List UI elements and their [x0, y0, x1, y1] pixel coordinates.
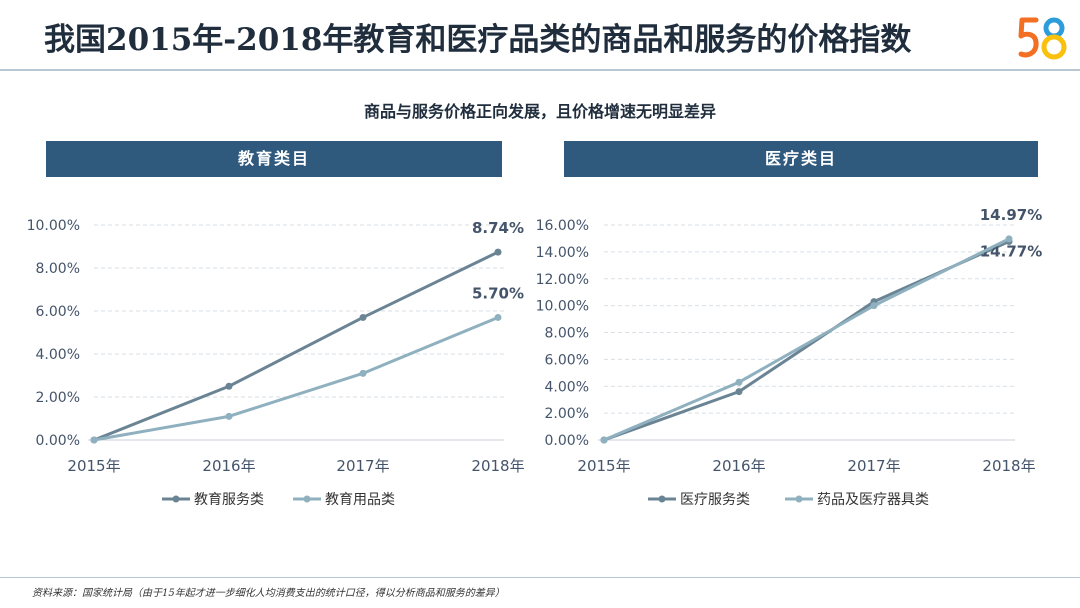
data-point — [359, 313, 367, 321]
legend-label: 药品及医疗器具类 — [817, 492, 929, 508]
series-line — [93, 316, 499, 442]
legend-marker — [303, 495, 311, 503]
y-tick-label: 4.00% — [36, 347, 80, 363]
y-tick-label: 8.00% — [36, 261, 80, 277]
legend-marker — [795, 495, 803, 503]
x-tick-label: 2017年 — [336, 457, 389, 475]
data-label: 5.70% — [472, 284, 524, 302]
data-point — [494, 248, 502, 256]
data-point — [600, 436, 608, 444]
y-tick-label: 0.00% — [36, 433, 80, 449]
data-point — [735, 378, 743, 386]
chart-subtitle: 商品与服务价格正向发展，且价格增速无明显差异 — [363, 102, 716, 121]
y-tick-label: 14.00% — [536, 245, 589, 261]
y-tick-label: 2.00% — [545, 406, 589, 422]
series-line — [603, 240, 1010, 442]
y-tick-label: 4.00% — [545, 379, 589, 395]
x-tick-label: 2018年 — [471, 457, 524, 475]
legend-label: 教育服务类 — [194, 492, 264, 508]
data-point — [359, 369, 367, 377]
y-tick-label: 6.00% — [36, 304, 80, 320]
legend-marker — [172, 495, 180, 503]
x-tick-label: 2015年 — [577, 457, 630, 475]
y-tick-label: 6.00% — [545, 352, 589, 368]
y-tick-label: 0.00% — [545, 433, 589, 449]
data-label: 8.74% — [472, 219, 524, 237]
data-point — [90, 436, 98, 444]
data-point — [494, 313, 502, 321]
brand-logo — [1018, 17, 1067, 60]
legend-label: 教育用品类 — [325, 492, 395, 508]
x-tick-label: 2016年 — [202, 457, 255, 475]
x-tick-label: 2017年 — [847, 457, 900, 475]
medical-line-chart: 0.00% 2.00% 4.00% 6.00% 8.00% 10.00% 12.00% 14.… — [536, 206, 1043, 508]
data-point — [870, 302, 878, 310]
legend-label: 医疗服务类 — [680, 492, 750, 508]
header-divider — [0, 69, 1080, 71]
data-label: 14.97% — [980, 206, 1042, 224]
data-point — [225, 412, 233, 420]
y-tick-label: 12.00% — [536, 272, 589, 288]
x-tick-label: 2016年 — [712, 457, 765, 475]
data-point — [735, 388, 743, 396]
x-tick-label: 2018年 — [982, 457, 1035, 475]
y-tick-label: 10.00% — [536, 299, 589, 315]
education-panel-header: 教育类目 — [46, 141, 502, 177]
x-tick-label: 2015年 — [67, 457, 120, 475]
y-tick-label: 8.00% — [545, 326, 589, 342]
y-tick-label: 10.00% — [27, 218, 80, 234]
page-title: 我国2015年-2018年教育和医疗品类的商品和服务的价格指数 — [44, 22, 912, 58]
medical-panel-header: 医疗类目 — [564, 141, 1038, 177]
footer-divider — [0, 577, 1080, 578]
data-label: 14.77% — [980, 243, 1042, 261]
education-line-chart: 0.00% 2.00% 4.00% 6.00% 8.00% 10.00% 2015年 2016… — [27, 218, 525, 508]
series-line — [93, 250, 499, 442]
y-tick-label: 2.00% — [36, 390, 80, 406]
y-tick-label: 16.00% — [536, 218, 589, 234]
legend-marker — [658, 495, 666, 503]
data-point — [1005, 235, 1013, 243]
series-line — [603, 237, 1010, 442]
source-footnote: 资料来源：国家统计局（由于15年起才进一步细化人均消费支出的统计口径，得以分析商… — [32, 588, 505, 599]
data-point — [225, 382, 233, 390]
